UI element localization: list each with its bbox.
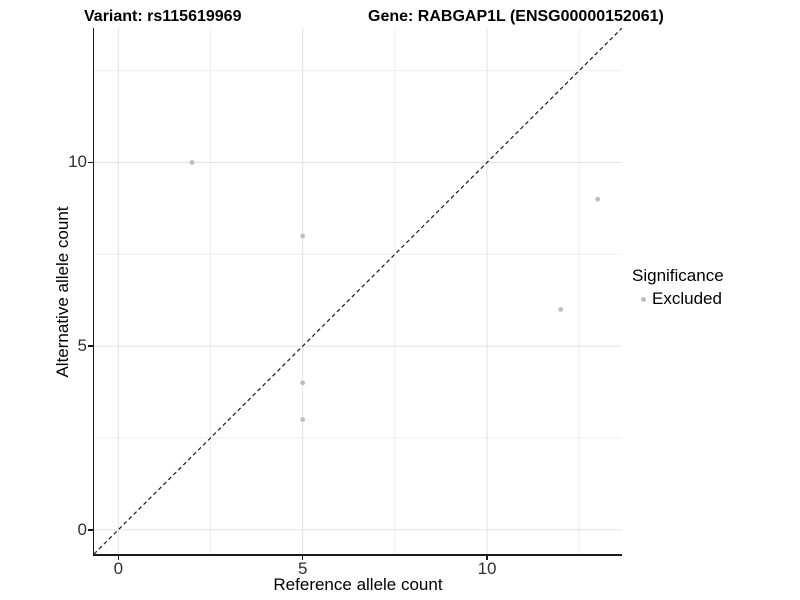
x-tick-mark: [486, 555, 488, 560]
legend-entry-excluded: Excluded: [632, 289, 724, 309]
legend-entry-label: Excluded: [652, 289, 722, 308]
legend: Significance Excluded: [632, 265, 724, 309]
x-tick-label: 0: [113, 559, 124, 578]
data-point: [300, 380, 306, 386]
y-axis-title: Alternative allele count: [53, 206, 72, 378]
y-tick-label: 0: [77, 519, 87, 539]
data-point: [300, 233, 306, 239]
data-point: [595, 196, 601, 202]
y-tick-mark: [88, 345, 93, 347]
x-tick-mark: [301, 555, 304, 560]
y-tick-label: 5: [77, 336, 87, 356]
legend-title: Significance: [632, 266, 724, 285]
plot-title-gene: Gene: RABGAP1L (ENSG00000152061): [368, 8, 664, 25]
plot-title-variant: Variant: rs115619969: [84, 8, 242, 25]
identity-refline: [94, 28, 622, 554]
plot-panel: [94, 28, 622, 554]
x-axis-line: [92, 554, 622, 556]
y-tick-label: 10: [68, 152, 87, 172]
y-tick-mark: [88, 161, 93, 164]
y-axis-line: [92, 28, 94, 556]
data-point: [189, 160, 195, 165]
scatter-plot-canvas: [94, 28, 622, 554]
x-tick-label: 10: [477, 559, 497, 578]
legend-key-dot-icon: [641, 296, 646, 302]
x-tick-mark: [117, 555, 120, 560]
x-tick-label: 5: [297, 559, 308, 578]
data-point: [300, 417, 306, 422]
x-axis-title: Reference allele count: [273, 575, 443, 594]
data-point: [558, 306, 564, 312]
y-tick-mark: [88, 529, 93, 531]
